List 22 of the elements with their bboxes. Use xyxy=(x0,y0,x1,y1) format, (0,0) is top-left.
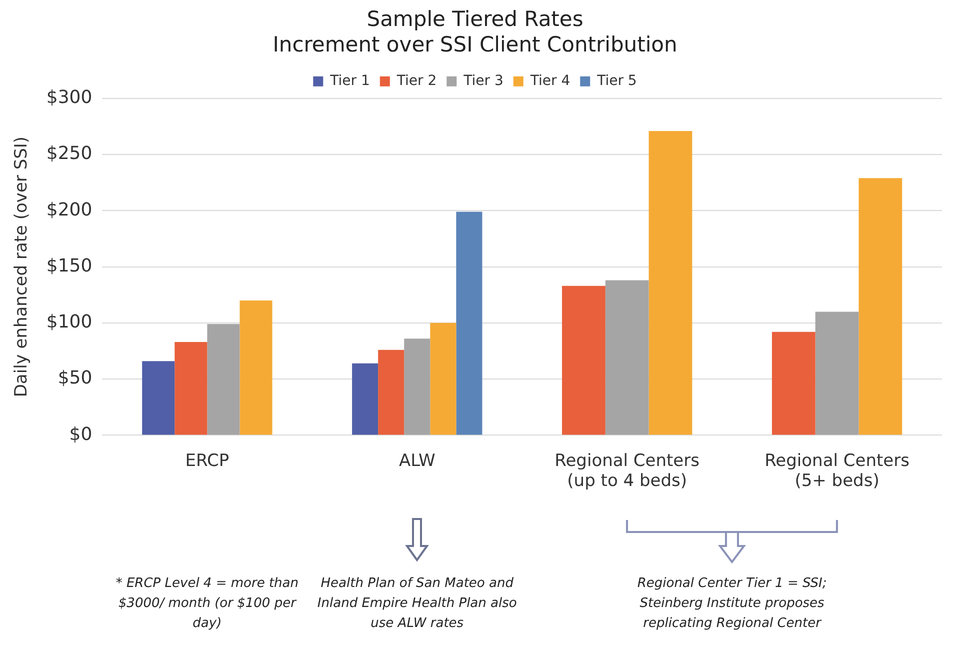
y-tick-label: $200 xyxy=(46,199,92,220)
y-axis-title: Daily enhanced rate (over SSI) xyxy=(12,136,32,398)
legend-label: Tier 2 xyxy=(396,73,437,90)
chart-subtitle: Increment over SSI Client Contribution xyxy=(272,32,678,56)
y-tick-label: $0 xyxy=(69,424,92,445)
x-tick-label: Regional Centers (5+ beds) xyxy=(764,450,910,492)
legend-label: Tier 1 xyxy=(329,73,370,90)
chart-title: Sample Tiered Rates xyxy=(366,7,584,32)
text: Regional Center Tier 1 = SSI; Steinberg Institute proposes replicating Regional Center xyxy=(636,575,828,633)
x-tick-label: ERCP xyxy=(185,450,230,471)
y-tick-label: $50 xyxy=(58,368,92,389)
y-tick-label: $250 xyxy=(46,143,92,164)
y-tick-label: $300 xyxy=(46,87,92,108)
legend-label: Tier 5 xyxy=(596,73,637,90)
text: * ERCP Level 4 = more than $3000/ month (or $100 per day) xyxy=(114,575,300,633)
y-tick-label: $100 xyxy=(46,312,92,333)
x-tick-label: ALW xyxy=(398,450,436,471)
y-tick-label: $150 xyxy=(46,255,92,276)
legend-label: Tier 4 xyxy=(529,73,570,90)
text: Health Plan of San Mateo and Inland Empire Health Plan also use ALW rates xyxy=(317,575,518,633)
legend-label: Tier 3 xyxy=(462,73,504,90)
x-tick-label: Regional Centers (up to 4 beds) xyxy=(554,450,700,492)
